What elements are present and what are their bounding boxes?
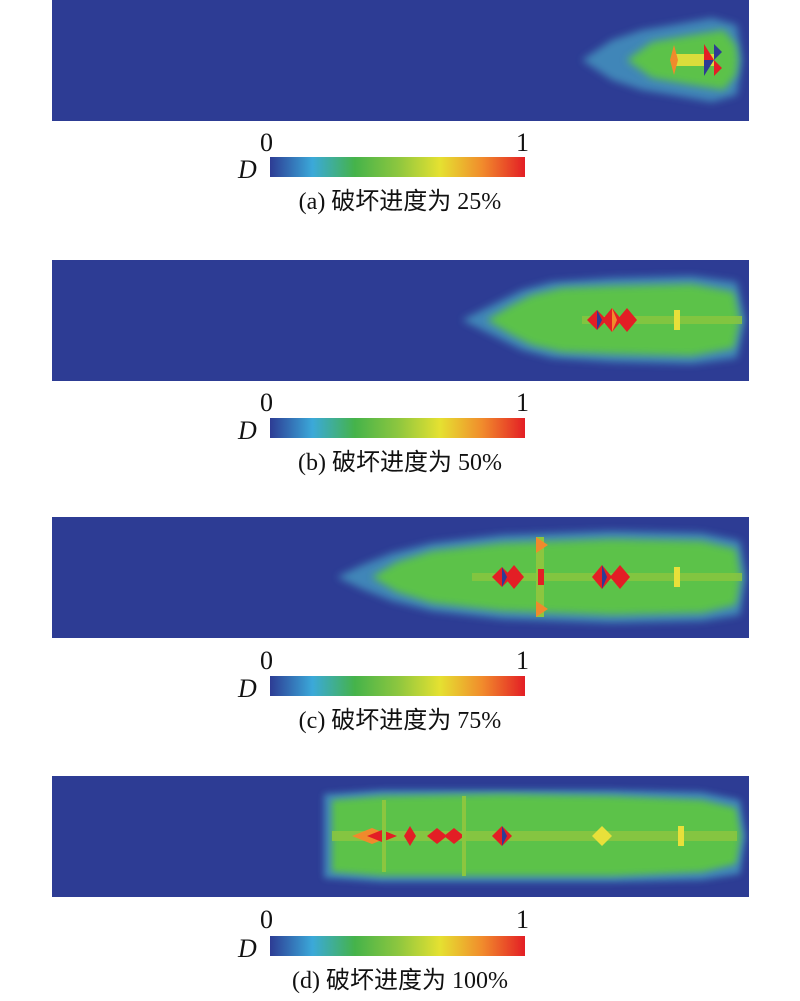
damage-spot	[674, 310, 680, 330]
damage-spot	[612, 308, 617, 332]
damage-spot	[678, 826, 684, 846]
damage-spot	[610, 565, 630, 589]
caption-b: (b) 破坏进度为 50%	[298, 450, 502, 476]
damage-spot	[444, 828, 464, 844]
colorbar-min-label: 0	[260, 905, 273, 934]
caption-d: (d) 破坏进度为 100%	[292, 968, 508, 994]
damage-spot	[602, 565, 607, 589]
damage-spot	[538, 569, 544, 585]
damage-spot	[502, 567, 507, 587]
colorbar-variable-label: D	[238, 934, 257, 963]
damage-crack	[462, 796, 466, 876]
colorbar	[270, 676, 525, 696]
damage-crack	[382, 800, 386, 872]
colorbar-min-label: 0	[260, 128, 273, 157]
damage-spot	[714, 44, 722, 60]
damage-spot	[504, 565, 524, 589]
colorbar-max-label: 1	[516, 128, 529, 157]
damage-field-b-svg	[52, 260, 749, 381]
damage-spot	[404, 826, 416, 846]
damage-spot	[536, 601, 548, 617]
damage-spot	[536, 537, 548, 553]
damage-spot	[670, 45, 678, 75]
damage-field-a	[52, 0, 749, 121]
colorbar	[270, 418, 525, 438]
damage-spot	[502, 826, 507, 846]
colorbar-variable-label: D	[238, 155, 257, 184]
damage-spot	[617, 308, 637, 332]
damage-spot	[714, 60, 722, 76]
damage-band	[332, 831, 737, 841]
colorbar-max-label: 1	[516, 905, 529, 934]
colorbar-max-label: 1	[516, 646, 529, 675]
damage-spot	[592, 826, 612, 846]
colorbar-max-label: 1	[516, 388, 529, 417]
damage-spot	[704, 44, 714, 60]
damage-band	[582, 316, 742, 324]
colorbar	[270, 157, 525, 177]
damage-field-d-svg	[52, 776, 749, 897]
damage-field-b	[52, 260, 749, 381]
colorbar-min-label: 0	[260, 388, 273, 417]
damage-field-d	[52, 776, 749, 897]
damage-spot	[427, 828, 447, 844]
caption-a: (a) 破坏进度为 25%	[298, 189, 502, 215]
damage-spot	[704, 60, 714, 76]
colorbar-variable-label: D	[238, 674, 257, 703]
colorbar-variable-label: D	[238, 416, 257, 445]
damage-spot	[597, 310, 602, 330]
colorbar	[270, 936, 525, 956]
caption-c: (c) 破坏进度为 75%	[298, 708, 502, 734]
damage-field-a-svg	[52, 0, 749, 121]
damage-spot	[674, 567, 680, 587]
colorbar-min-label: 0	[260, 646, 273, 675]
damage-field-c-svg	[52, 517, 749, 638]
damage-field-c	[52, 517, 749, 638]
